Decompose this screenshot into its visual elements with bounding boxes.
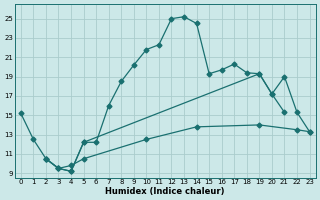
X-axis label: Humidex (Indice chaleur): Humidex (Indice chaleur) bbox=[106, 187, 225, 196]
